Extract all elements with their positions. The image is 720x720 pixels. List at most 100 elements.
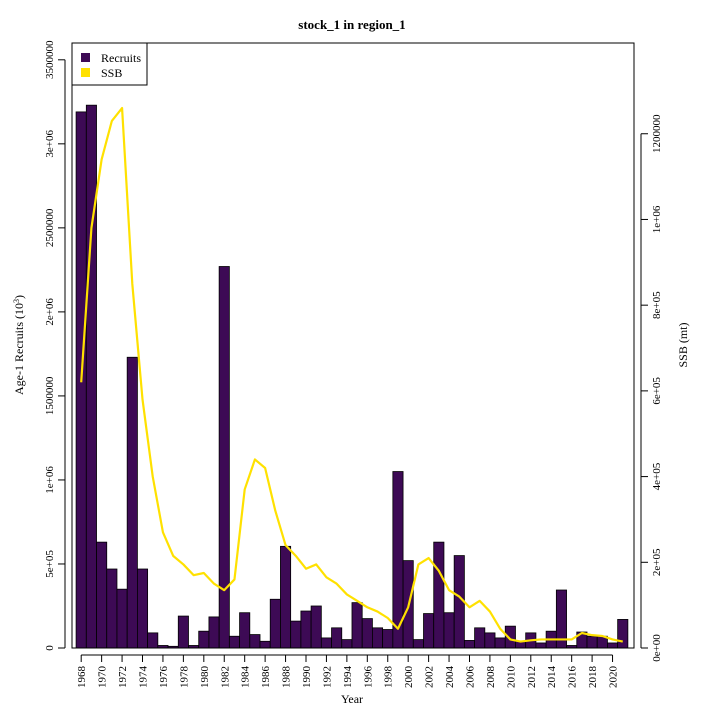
bar-recruits-1972 [116,588,128,649]
x-tick-label: 1972 [117,666,129,688]
x-tick-label: 1990 [301,666,313,689]
bar-recruits-2013 [535,642,547,649]
x-tick-label: 1974 [138,666,150,689]
bar-recruits-2004 [443,612,455,649]
bar-recruits-2006 [463,640,476,649]
x-tick-label: 1980 [199,666,211,689]
x-tick-label: 1978 [178,666,190,689]
legend-swatch-recruits [81,53,90,62]
ssb-line [80,106,623,643]
x-tick-label: 2006 [464,666,476,689]
x-tick-label: 1998 [383,666,395,689]
bar-recruits-1996 [361,618,373,649]
bar-recruits-1994 [341,639,353,649]
y-right-tick-label: 1200000 [651,114,663,153]
bar-recruits-2001 [412,639,424,649]
x-tick-label: 1994 [342,666,354,689]
y-left-tick-label: 2500000 [44,208,56,247]
bar-recruits-1992 [320,637,332,649]
bar-recruits-1969 [85,104,97,649]
recruits-bars [75,104,629,649]
x-tick-label: 2002 [424,666,436,688]
bar-recruits-2003 [433,541,445,649]
y-right-axis-title: SSB (mt) [676,322,690,367]
y-left-tick-label: 3e+06 [44,130,56,158]
plot-frame [71,42,635,649]
x-tick-label: 2004 [444,666,456,689]
bar-recruits-1987 [269,598,281,649]
x-tick-label: 2012 [526,666,538,688]
x-tick-label: 2008 [485,666,497,689]
bar-recruits-1974 [136,568,149,649]
bar-recruits-1990 [300,610,312,649]
x-tick-label: 1992 [321,666,333,688]
ssb-line-group [80,106,623,643]
x-tick-label: 2020 [608,666,620,689]
legend-swatch-ssb [81,68,90,77]
bar-recruits-1989 [290,620,302,649]
bar-recruits-1991 [310,605,322,649]
bar-recruits-1986 [259,640,271,649]
legend-label-recruits: Recruits [101,51,141,65]
bar-recruits-2021 [617,619,629,649]
x-axis-title: Year [341,692,363,706]
y-right-tick-label: 6e+05 [651,377,663,405]
x-tick-label: 1996 [362,666,374,689]
bar-recruits-1984 [239,612,251,649]
bar-recruits-1985 [249,634,261,649]
legend: Recruits SSB [71,42,148,86]
x-tick-label: 2018 [587,666,599,689]
x-axis: 1968 1970 1972 1974 1976 1978 1980 1982 1984 1986… [76,654,620,689]
x-tick-label: 1976 [158,666,170,689]
bar-recruits-2020 [607,642,619,649]
y-left-tick-label: 5e+05 [44,550,56,578]
bar-recruits-1971 [106,568,118,649]
x-tick-label: 1970 [97,666,109,689]
x-tick-label: 2000 [403,666,415,689]
bar-recruits-2008 [484,632,496,649]
y-right-tick-label: 1e+06 [651,205,663,233]
x-tick-label: 1984 [240,666,252,689]
y-left-title-sup: 3 [12,299,21,303]
y-left-tick-label: 0 [44,645,56,651]
bar-recruits-1988 [280,545,292,649]
y-left-tick-label: 1e+06 [44,466,56,494]
x-tick-label: 1968 [76,666,88,689]
y-right-tick-label: 2e+05 [651,548,663,576]
bar-recruits-1993 [331,627,343,649]
x-tick-label: 1988 [281,666,293,689]
bar-recruits-1998 [382,629,394,649]
bar-recruits-1981 [208,616,220,649]
y-left-tick-label: 1500000 [44,376,56,415]
bar-recruits-2007 [474,627,486,649]
legend-box [71,42,148,86]
bar-recruits-2002 [423,613,435,649]
bar-recruits-1980 [198,630,210,649]
y-left-tick-label: 2e+06 [44,298,56,326]
bar-recruits-1975 [147,632,159,649]
bar-recruits-1983 [228,635,240,649]
bar-recruits-1978 [177,615,189,649]
y-left-title-prefix: Age-1 Recruits (10 [12,303,26,395]
y-left-tick-label: 3500000 [44,40,56,79]
y-left-axis-title: Age-1 Recruits (103) [12,295,26,395]
bar-recruits-2018 [586,635,598,649]
x-tick-label: 2010 [505,666,517,689]
y-left-axis: 0 5e+05 1e+06 1500000 2e+06 2500000 3e+06 35000… [44,40,66,651]
y-right-axis: 0e+00 2e+05 4e+05 6e+05 8e+05 1e+06 1200000 [640,114,663,662]
y-right-tick-label: 4e+05 [651,462,663,490]
bar-recruits-1973 [126,356,138,649]
bar-recruits-1995 [351,602,363,649]
bar-recruits-1997 [372,627,384,649]
bar-recruits-2009 [494,637,506,649]
y-right-tick-label: 0e+00 [651,634,663,662]
x-tick-label: 2016 [567,666,579,689]
chart-title: stock_1 in region_1 [298,17,405,32]
x-tick-label: 1986 [260,666,272,689]
bar-recruits-1970 [96,541,108,649]
x-tick-label: 2014 [546,666,558,689]
x-tick-label: 1982 [219,666,231,688]
legend-label-ssb: SSB [101,66,122,80]
y-right-tick-label: 8e+05 [651,291,663,319]
